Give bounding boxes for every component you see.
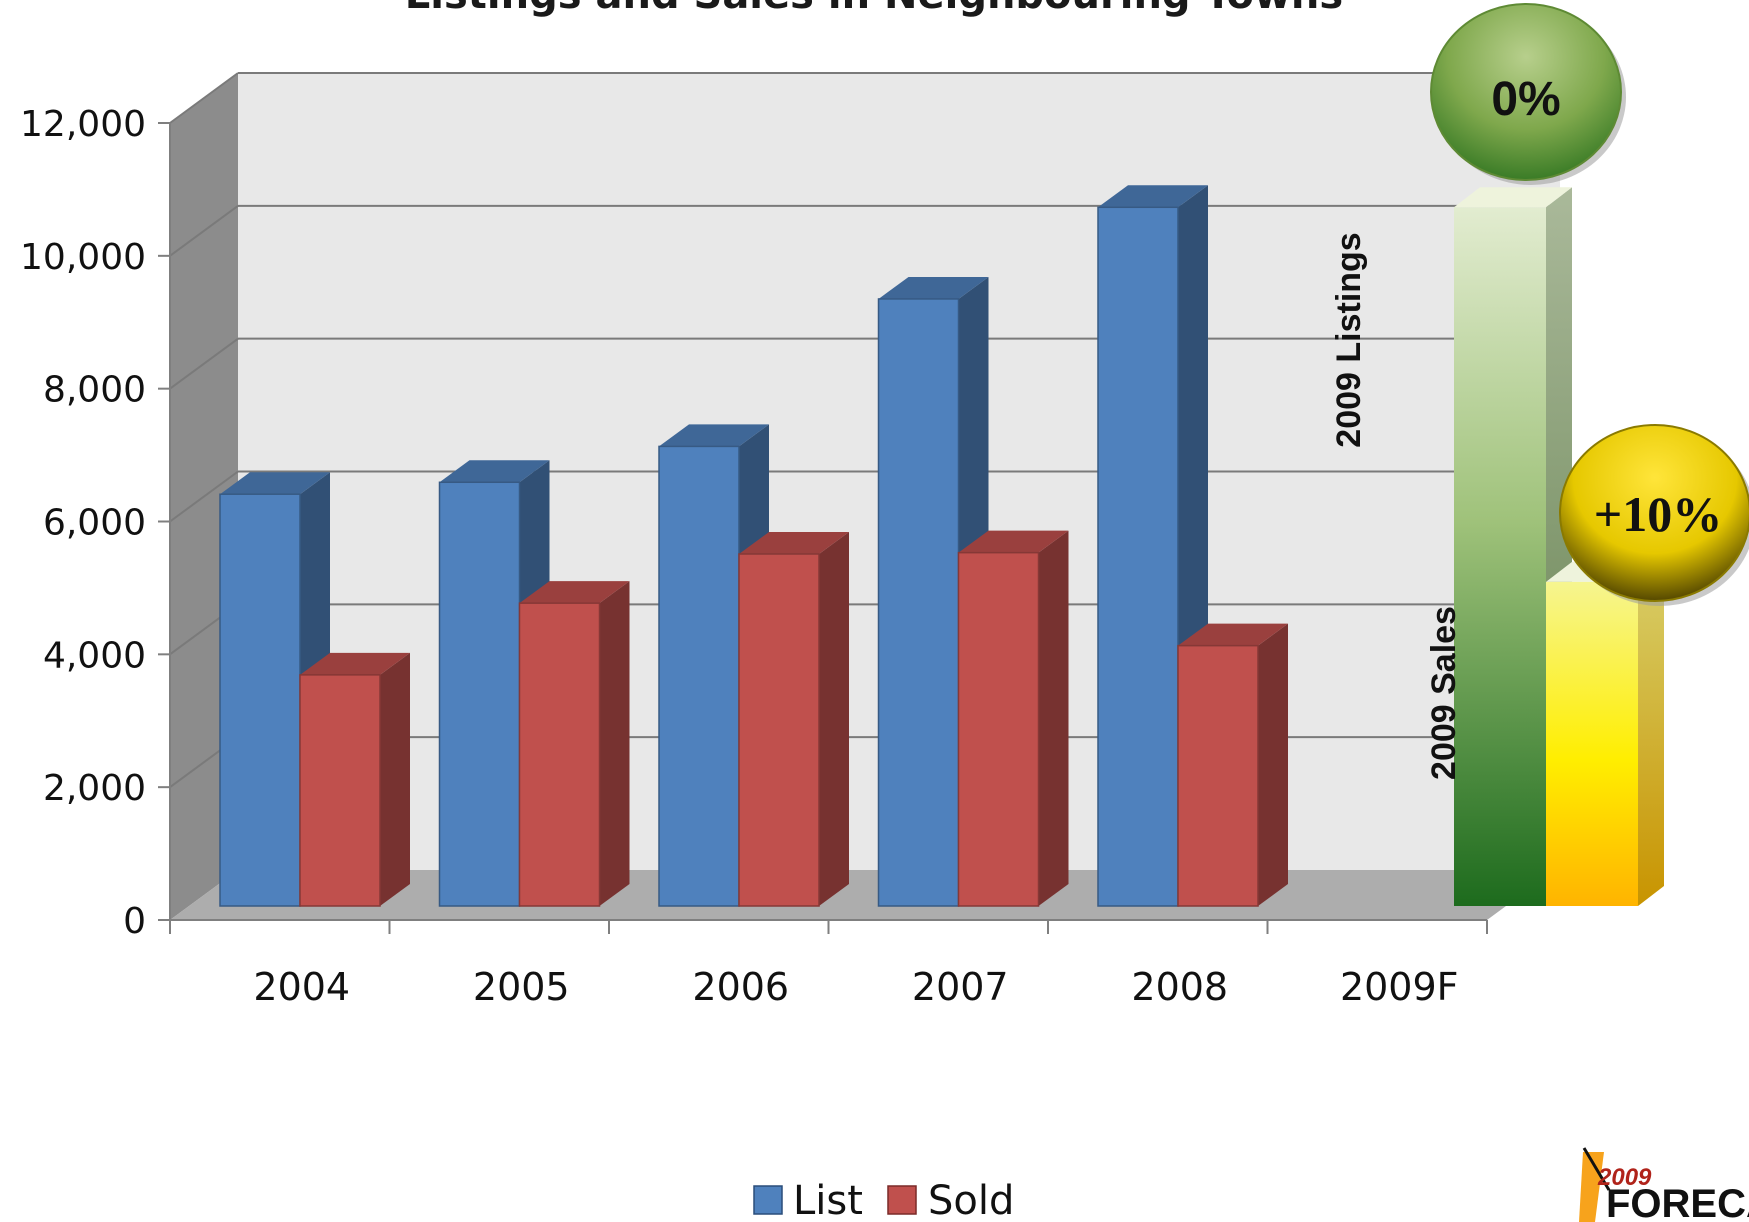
legend-swatch-list [753, 1185, 783, 1215]
y-tick-label: 10,000 [20, 237, 146, 278]
logo-text: FORECAS [1606, 1182, 1749, 1222]
y-tick-label: 8,000 [43, 370, 146, 411]
listings-change-text: 0% [1491, 73, 1560, 126]
svg-text:2009: 2009 [1597, 1164, 1652, 1191]
forecast-logo: 2009 FORECAS [1579, 1147, 1749, 1222]
x-tick-label: 2006 [692, 965, 789, 1009]
y-axis: 0 2,000 4,000 6,000 8,000 10,000 12,000 [20, 104, 171, 942]
x-tick-label: 2005 [473, 965, 570, 1009]
bar-sold-2008 [1177, 623, 1288, 907]
x-axis: 2004 2005 2006 2007 2008 2009F [169, 919, 1488, 1009]
y-tick-label: 0 [123, 901, 146, 942]
x-tick-label: 2008 [1131, 965, 1228, 1009]
bar-sold-2006 [738, 531, 849, 907]
forecast-listings-label: 2009 Listings [1330, 232, 1368, 447]
sales-change-text: +10% [1594, 486, 1723, 542]
y-tick-label: 6,000 [43, 503, 146, 544]
chart-title: Listings and Sales in Neighbouring Towns [405, 0, 1343, 18]
y-tick-label: 2,000 [43, 768, 146, 809]
y-tick-label: 12,000 [20, 104, 146, 145]
legend-label-sold: Sold [928, 1178, 1014, 1222]
legend-label-list: List [793, 1178, 863, 1222]
sales-change-badge: +10% [1559, 424, 1749, 606]
bar-sold-2007 [957, 530, 1069, 907]
listings-change-badge: 0% [1430, 3, 1626, 185]
legend: List Sold [753, 1178, 1014, 1222]
bar-sold-2004 [299, 652, 410, 907]
forecast-bar-sales [1546, 561, 1664, 906]
bar-sold-2005 [518, 581, 630, 907]
legend-swatch-sold [887, 1185, 917, 1215]
bar-list-2004 [219, 472, 330, 907]
x-tick-label: 2009F [1340, 965, 1459, 1009]
x-tick-label: 2004 [253, 965, 350, 1009]
forecast-sales-label: 2009 Sales [1425, 606, 1463, 780]
bars [219, 185, 1288, 907]
x-tick-label: 2007 [912, 965, 1009, 1009]
y-tick-label: 4,000 [43, 635, 146, 676]
